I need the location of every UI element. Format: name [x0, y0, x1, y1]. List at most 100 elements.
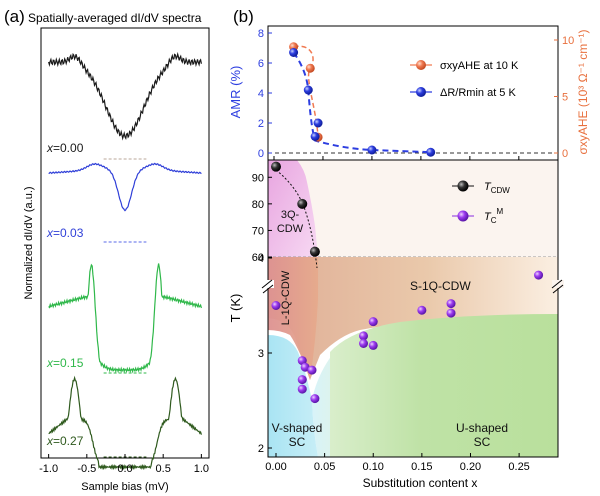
panel-a-title: Spatially-averaged dI/dV spectra — [28, 11, 202, 25]
amr-marker — [313, 118, 323, 128]
region-u-label-a: U-shaped — [456, 421, 508, 435]
spectrum-line-3 — [48, 375, 202, 471]
phase-diagram: 3Q- CDW S-1Q-CDW L-1Q-CDW V-shaped SC U-… — [228, 159, 564, 490]
region-3q-cdw-area — [268, 160, 318, 257]
region-v-label-b: SC — [289, 435, 306, 449]
x-tick-label: 0.5 — [156, 463, 171, 475]
y-axis-label: Normalized dI/dV (a.u.) — [23, 186, 35, 299]
region-3q-label-b: CDW — [277, 223, 304, 235]
cdw-marker — [309, 246, 320, 257]
spectrum-line-0 — [48, 51, 202, 141]
region-s1q-label: S-1Q-CDW — [410, 279, 471, 293]
top-plot-ticks: 0 2 4 6 8 0 5 10 — [258, 28, 574, 160]
tc-marker — [446, 299, 456, 309]
x-tick-label: 0.10 — [363, 461, 384, 473]
phase-diagram-frame — [267, 159, 559, 458]
tc-marker — [446, 308, 456, 318]
x-tick-label: -1.0 — [39, 463, 58, 475]
amr-tick-label: 8 — [258, 28, 264, 40]
tc-marker — [310, 394, 320, 404]
panel-a-label: (a) — [4, 7, 25, 26]
phase-diagram-ticks: 60 70 80 90 2 3 4 0.00 0.05 0.10 0.15 0.20 0.25 — [252, 172, 530, 473]
cdw-marker — [297, 198, 308, 209]
temp-tick-label: 3 — [258, 348, 264, 360]
region-3q-label-a: 3Q- — [281, 209, 300, 221]
tc-marker — [300, 362, 310, 372]
region-l1q-cdw-area — [268, 257, 318, 380]
panel-b-label: (b) — [233, 7, 254, 26]
tc-marker — [368, 317, 378, 327]
tc-marker — [368, 340, 378, 350]
spectrum-line-2 — [48, 263, 202, 374]
amr-marker — [310, 132, 320, 141]
amr-marker — [367, 145, 377, 155]
zero-conductance-markers — [103, 158, 147, 458]
region-v-label-a: V-shaped — [272, 421, 323, 435]
tc-marker — [359, 339, 369, 348]
temperature-axis-label: T (K) — [228, 294, 243, 323]
temp-tick-label: 90 — [252, 172, 264, 184]
ahe-axis-label: σxyAHE (10³ Ω⁻¹ cm⁻¹) — [576, 29, 590, 154]
legend-ahe-label: σxyAHE at 10 K — [440, 60, 519, 72]
tc-marker — [534, 270, 544, 280]
spectra-curves — [48, 51, 202, 471]
series-labels: x=0.00 x=0.03 x=0.15 x=0.27 — [46, 141, 84, 448]
amr-tick-label: 0 — [258, 148, 264, 160]
tc-marker — [297, 384, 307, 394]
series-label-0: x=0.00 — [46, 141, 84, 155]
panel-a: (a) Spatially-averaged dI/dV spectra x=0… — [4, 7, 210, 493]
tc-marker — [297, 375, 307, 385]
amr-tick-label: 4 — [258, 88, 264, 100]
top-plot-series — [289, 42, 436, 157]
substitution-axis-label: Substitution content x — [363, 476, 478, 490]
series-label-1: x=0.03 — [46, 226, 84, 240]
x-tick-label: 0.05 — [314, 461, 335, 473]
x-tick-label: 1.0 — [194, 463, 209, 475]
amr-marker — [303, 85, 313, 95]
region-u-shaped-sc-area — [330, 314, 558, 457]
tc-marker — [271, 301, 281, 310]
axis-break-marks — [261, 279, 564, 294]
amr-tick-label: 6 — [258, 58, 264, 70]
temp-tick-label: 60 — [252, 252, 264, 264]
amr-marker — [426, 147, 436, 157]
amr-axis-label: AMR (%) — [228, 66, 243, 119]
ahe-tick-label: 10 — [562, 35, 574, 47]
legend-amr-marker — [416, 87, 426, 97]
panel-a-frame — [40, 27, 210, 459]
cdw-marker — [271, 161, 281, 172]
tc-marker — [417, 305, 427, 315]
tc-marker — [307, 365, 317, 375]
temp-tick-label: 80 — [252, 199, 264, 211]
region-v-shaped-sc-area — [268, 335, 318, 457]
temp-tick-label: 70 — [252, 225, 264, 237]
x-tick-label: 0.20 — [460, 461, 481, 473]
spectrum-line-1 — [48, 162, 202, 212]
x-tick-label: 0.00 — [265, 461, 286, 473]
ahe-marker — [305, 63, 315, 73]
series-label-3: x=0.27 — [46, 434, 84, 448]
x-tick-label: -0.5 — [77, 463, 96, 475]
phase-diagram-series — [271, 161, 544, 404]
amr-marker — [289, 48, 299, 57]
top-legend: σxyAHE at 10 K ΔR/Rmin at 5 K — [410, 60, 519, 99]
amr-tick-label: 2 — [258, 118, 264, 130]
ahe-tick-label: 5 — [562, 92, 568, 104]
legend-cdw-marker — [457, 180, 469, 192]
region-u-label-b: SC — [474, 435, 491, 449]
temp-tick-label: 4 — [258, 253, 264, 265]
ahe-tick-label: 0 — [562, 148, 568, 160]
legend-amr-label: ΔR/Rmin at 5 K — [440, 87, 516, 99]
x-tick-label: 0.25 — [508, 461, 529, 473]
region-l1q-label: L-1Q-CDW — [280, 270, 292, 325]
x-tick-label: 0.0 — [117, 463, 132, 475]
legend-tc-marker — [457, 210, 469, 222]
tc-marker — [359, 331, 369, 341]
x-tick-label: 0.15 — [411, 461, 432, 473]
temp-tick-label: 2 — [258, 443, 264, 455]
x-axis-ticks: -1.0 -0.5 0.0 0.5 1.0 — [39, 454, 209, 475]
region-s1q-cdw-area — [268, 257, 558, 380]
